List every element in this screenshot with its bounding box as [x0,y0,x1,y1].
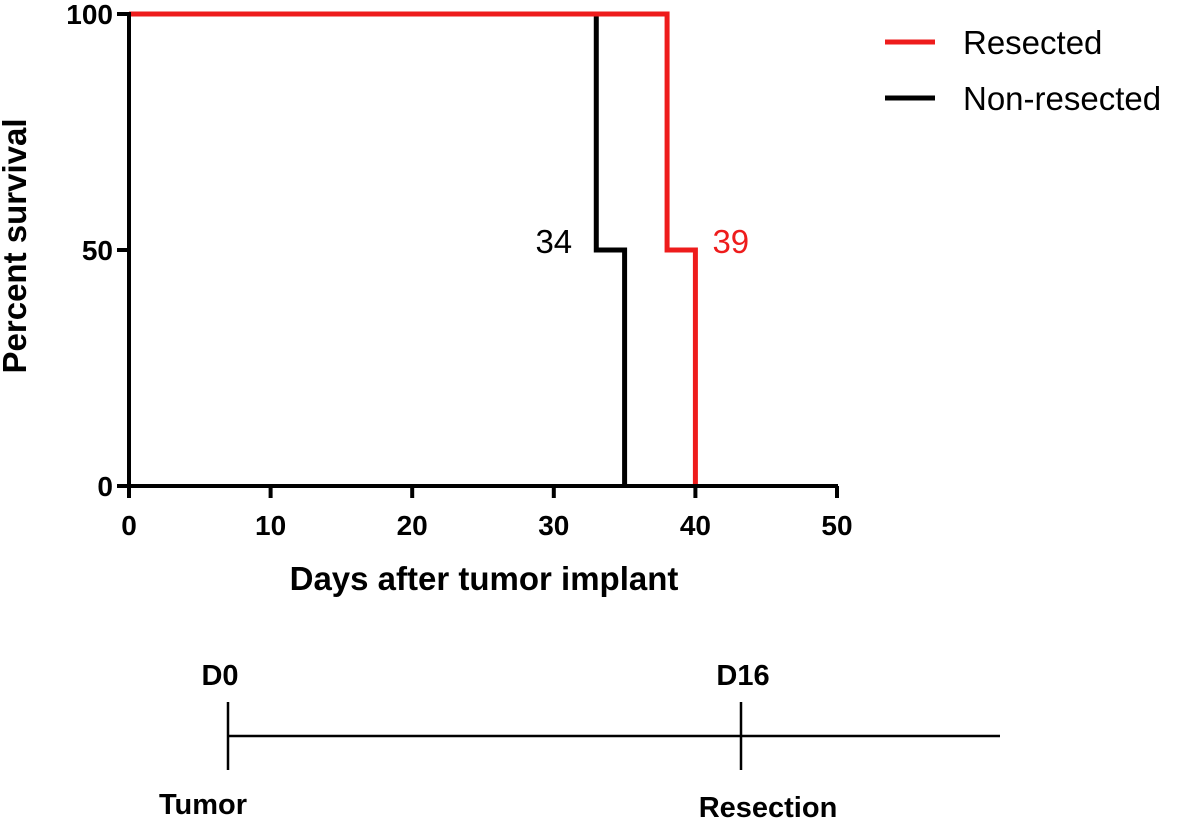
y-tick-label: 50 [82,235,113,266]
x-tick-label: 0 [121,510,137,541]
timeline-label-d16: D16 [716,660,769,692]
annotations-layer: 34 39 [535,223,749,260]
y-axis-title: Percent survival [0,119,33,374]
survival-plot: 0 10 20 30 40 50 0 50 100 Days after tumor impl… [0,0,853,597]
timeline-label-tumor: Tumor [159,789,247,821]
x-axis-title: Days after tumor implant [290,560,679,597]
legend-label-resected: Resected [963,24,1102,61]
y-axis-ticks: 0 50 100 [66,0,129,502]
timeline-label-d0: D0 [201,660,238,692]
x-tick-label: 20 [397,510,428,541]
annotation-label: 34 [535,223,572,260]
timeline-label-resection: Resection [699,792,838,821]
x-axis-ticks: 0 10 20 30 40 50 [121,486,853,541]
x-tick-label: 50 [821,510,852,541]
y-tick-label: 0 [97,471,113,502]
x-tick-label: 30 [538,510,569,541]
x-tick-label: 40 [680,510,711,541]
y-tick-label: 100 [66,0,113,30]
legend-label-non-resected: Non-resected [963,80,1161,117]
legend: Resected Non-resected [885,24,1161,117]
series-line-resected [129,11,698,486]
series-layer [129,11,698,486]
timeline: D0 D16 Tumor Resection [159,660,1000,821]
annotation-label: 39 [712,223,749,260]
x-tick-label: 10 [255,510,286,541]
